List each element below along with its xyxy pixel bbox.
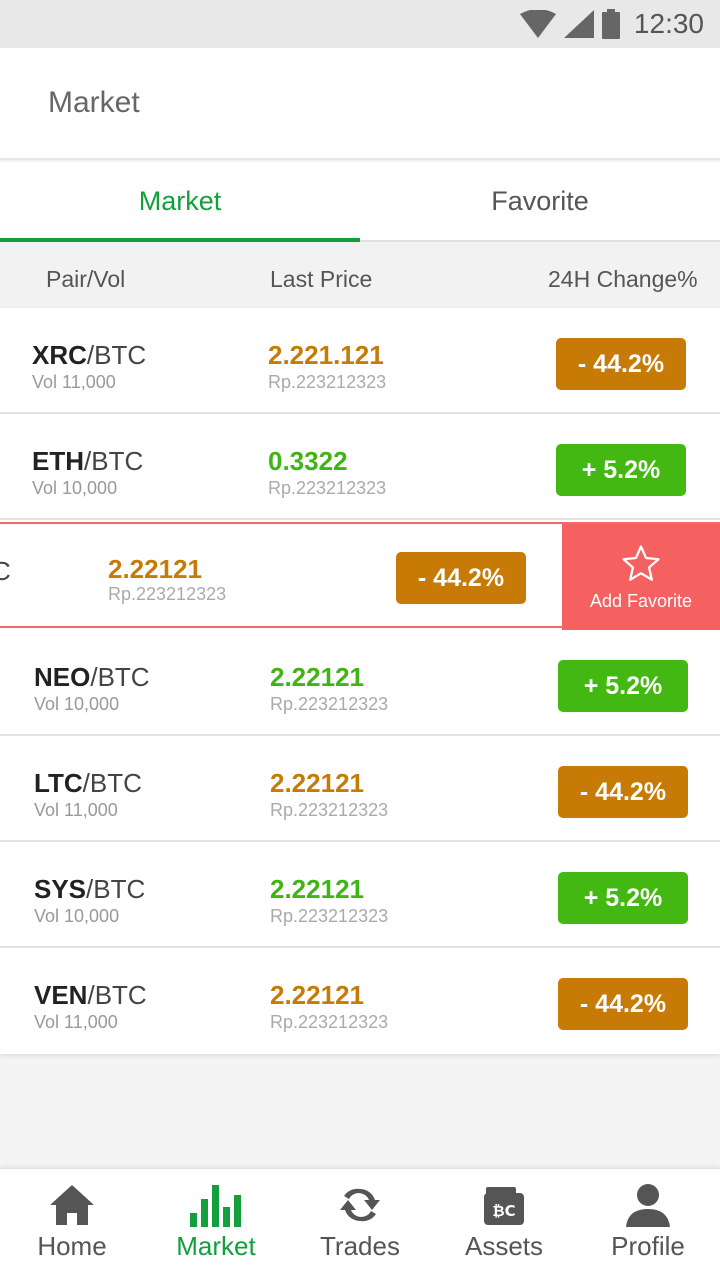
- market-row[interactable]: VEN/BTC Vol 11,000 2.22121 Rp.223212323 …: [0, 948, 720, 1054]
- market-row[interactable]: XRC/BTC Vol 11,000 2.221.121 Rp.22321232…: [0, 308, 720, 414]
- nav-assets[interactable]: ₿C Assets: [432, 1169, 576, 1280]
- column-header-change: 24H Change%: [548, 266, 698, 292]
- add-favorite-label: Add Favorite: [589, 590, 693, 611]
- status-icons: 12:30: [519, 0, 704, 48]
- bar-chart-icon: [190, 1185, 241, 1227]
- pair-name: SYS/BTC: [34, 874, 146, 904]
- market-row[interactable]: ETH/BTC Vol 10,000 0.3322 Rp.223212323 +…: [0, 414, 720, 520]
- tab-market[interactable]: Market: [0, 162, 360, 242]
- price-idr: Rp.223212323: [270, 694, 389, 714]
- last-price: 2.22121: [270, 874, 364, 904]
- wifi-icon: [519, 10, 556, 38]
- pair-volume: Vol 10,000: [34, 694, 120, 714]
- nav-profile-label: Profile: [611, 1231, 685, 1261]
- pair-name: ETH/BTC: [32, 446, 144, 476]
- change-badge: + 5.2%: [558, 872, 688, 924]
- wallet-icon: ₿C: [484, 1187, 524, 1225]
- svg-text:₿C: ₿C: [492, 1202, 515, 1220]
- price-idr: Rp.223212323: [268, 478, 387, 498]
- row-divider: [0, 518, 720, 520]
- market-row-swiped[interactable]: C 2.22121 Rp.223212323 - 44.2% Add Favor…: [0, 522, 720, 630]
- market-row[interactable]: LTC/BTC Vol 11,000 2.22121 Rp.223212323 …: [0, 736, 720, 842]
- last-price: 2.221.121: [268, 340, 384, 370]
- column-headers: Pair/Vol Last Price 24H Change%: [0, 242, 720, 308]
- nav-market[interactable]: Market: [144, 1169, 288, 1280]
- status-bar: 12:30: [0, 0, 720, 48]
- change-badge: + 5.2%: [558, 660, 688, 712]
- row-divider: [0, 840, 720, 842]
- pair-name: LTC/BTC: [34, 768, 142, 798]
- nav-market-label: Market: [176, 1231, 256, 1261]
- pair-name: XRC/BTC: [32, 340, 147, 370]
- pair-volume: Vol 11,000: [34, 800, 118, 820]
- last-price: 2.22121: [270, 662, 364, 692]
- app-header: Market: [0, 48, 720, 160]
- add-favorite-button[interactable]: Add Favorite: [562, 524, 720, 630]
- last-price: 2.22121: [108, 554, 202, 584]
- column-header-price: Last Price: [270, 266, 373, 292]
- market-row[interactable]: NEO/BTC Vol 10,000 2.22121 Rp.223212323 …: [0, 630, 720, 736]
- last-price: 0.3322: [268, 446, 348, 476]
- row-divider: [0, 946, 720, 948]
- signal-icon: [563, 10, 594, 38]
- status-time: 12:30: [633, 8, 704, 39]
- tab-bar: Market Favorite: [0, 162, 720, 242]
- change-badge: - 44.2%: [556, 338, 686, 390]
- market-list: XRC/BTC Vol 11,000 2.221.121 Rp.22321232…: [0, 308, 720, 1054]
- change-badge: + 5.2%: [556, 444, 686, 496]
- pair-volume: Vol 10,000: [32, 478, 118, 498]
- nav-assets-label: Assets: [464, 1231, 544, 1261]
- price-idr: Rp.223212323: [270, 906, 389, 926]
- bottom-nav: Home Market Trades ₿C Assets Profile: [0, 1168, 720, 1280]
- pair-volume: Vol 11,000: [32, 372, 116, 392]
- price-idr: Rp.223212323: [268, 372, 387, 392]
- pair-volume: Vol 11,000: [34, 1012, 118, 1032]
- pair-name: VEN/BTC: [34, 980, 147, 1010]
- pair-name: C: [0, 556, 11, 586]
- last-price: 2.22121: [270, 980, 364, 1010]
- column-header-pair: Pair/Vol: [46, 266, 126, 292]
- change-badge: - 44.2%: [558, 978, 688, 1030]
- change-badge: - 44.2%: [396, 552, 526, 604]
- pair-name: NEO/BTC: [34, 662, 150, 692]
- page-title: Market: [48, 86, 140, 119]
- row-divider: [0, 734, 720, 736]
- home-icon: [50, 1185, 94, 1225]
- last-price: 2.22121: [270, 768, 364, 798]
- price-idr: Rp.223212323: [270, 800, 389, 820]
- change-badge: - 44.2%: [558, 766, 688, 818]
- pair-volume: Vol 10,000: [34, 906, 120, 926]
- price-idr: Rp.223212323: [270, 1012, 389, 1032]
- nav-trades-label: Trades: [320, 1231, 400, 1261]
- star-icon: [622, 544, 660, 581]
- price-idr: Rp.223212323: [108, 584, 227, 604]
- profile-icon: [626, 1184, 670, 1227]
- sync-icon: [340, 1188, 380, 1222]
- market-row[interactable]: SYS/BTC Vol 10,000 2.22121 Rp.223212323 …: [0, 842, 720, 948]
- nav-profile[interactable]: Profile: [576, 1169, 720, 1280]
- nav-home-label: Home: [37, 1231, 107, 1261]
- row-divider: [0, 412, 720, 414]
- nav-trades[interactable]: Trades: [288, 1169, 432, 1280]
- nav-home[interactable]: Home: [0, 1169, 144, 1280]
- tab-favorite[interactable]: Favorite: [491, 185, 589, 216]
- battery-icon: [601, 9, 620, 39]
